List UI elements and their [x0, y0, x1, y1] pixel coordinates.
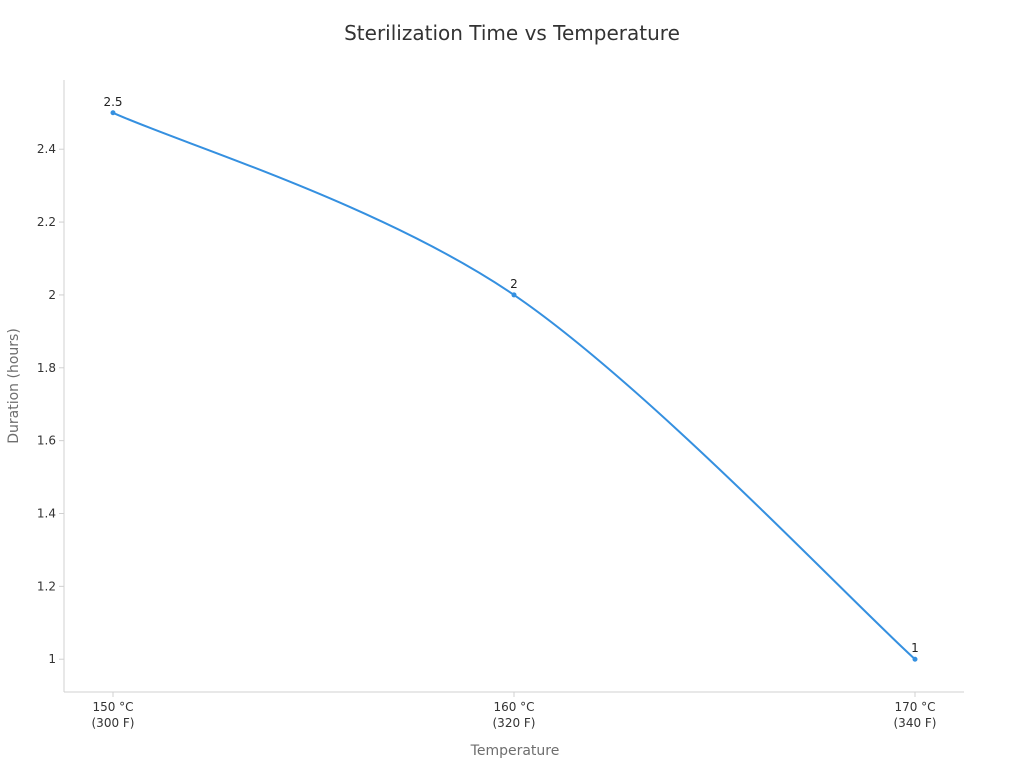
x-tick-label: 170 °C (340 F)	[894, 700, 937, 730]
x-axis-title: Temperature	[470, 743, 560, 759]
plot-area: 2.5 2 1	[103, 95, 919, 662]
data-label: 1	[911, 641, 919, 655]
data-label: 2.5	[103, 95, 122, 109]
data-point	[110, 110, 116, 116]
x-tick-label: 150 °C (300 F)	[92, 700, 135, 730]
y-tick-label: 1.8	[37, 361, 56, 375]
data-point	[912, 656, 918, 662]
data-point	[511, 292, 517, 298]
y-axis: 1 1.2 1.4 1.6 1.8 2 2.2 2.4	[37, 80, 65, 692]
y-tick-label: 1.2	[37, 579, 56, 593]
data-label: 2	[510, 277, 518, 291]
y-tick-label: 1.6	[37, 434, 56, 448]
series-line	[112, 111, 916, 660]
y-tick-label: 2	[48, 288, 56, 302]
y-tick-label: 1	[48, 652, 56, 666]
y-axis-title: Duration (hours)	[6, 328, 22, 444]
x-tick-label: 160 °C (320 F)	[493, 700, 536, 730]
y-tick-label: 2.4	[37, 142, 56, 156]
y-tick-label: 2.2	[37, 215, 56, 229]
y-tick-label: 1.4	[37, 507, 56, 521]
x-axis: 150 °C (300 F) 160 °C (320 F) 170 °C (340 F)	[64, 691, 964, 730]
chart-title: Sterilization Time vs Temperature	[344, 21, 680, 45]
